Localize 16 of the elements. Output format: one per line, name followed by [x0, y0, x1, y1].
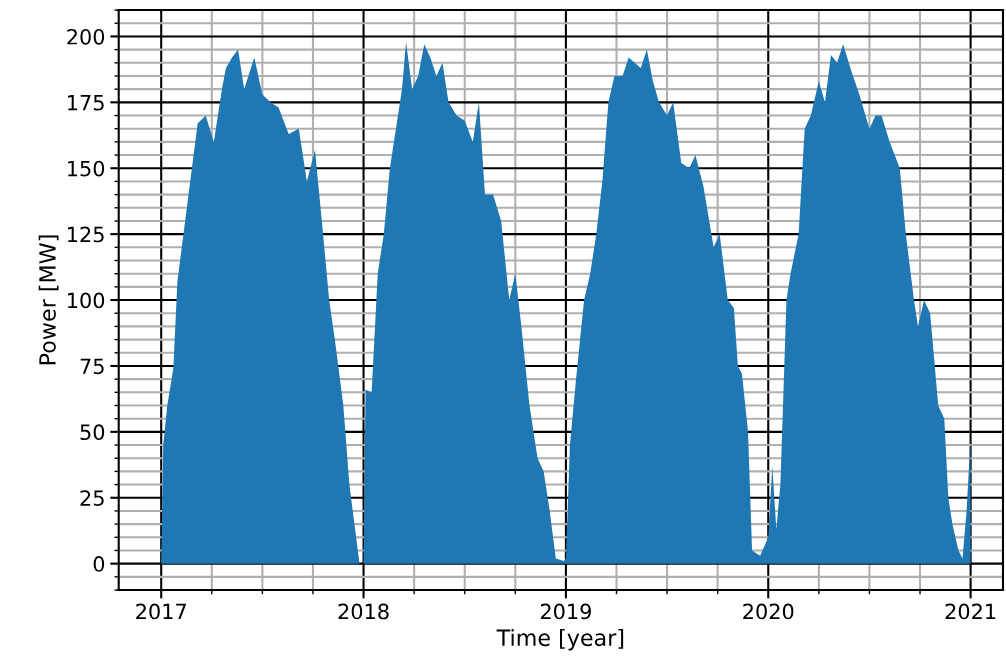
y-tick-label: 125: [68, 226, 104, 243]
x-tick-label: 2017: [136, 603, 186, 620]
x-axis-title: Time [year]: [496, 628, 624, 651]
y-tick-label: 150: [68, 160, 105, 177]
y-tick-label: 75: [80, 358, 104, 375]
y-tick-label: 0: [93, 556, 105, 572]
x-tick-label: 2021: [945, 603, 996, 620]
y-axis-title: Power [MW]: [38, 235, 59, 365]
x-tick-label: 2018: [338, 603, 389, 620]
y-tick-label: 50: [80, 424, 105, 441]
x-tick-label: 2020: [743, 603, 794, 620]
y-tick-label: 200: [67, 28, 105, 45]
y-tick-label: 100: [68, 292, 105, 309]
y-tick-label: 25: [80, 490, 104, 506]
x-tick-label: 2019: [540, 603, 591, 620]
y-tick-label: 175: [68, 95, 104, 111]
